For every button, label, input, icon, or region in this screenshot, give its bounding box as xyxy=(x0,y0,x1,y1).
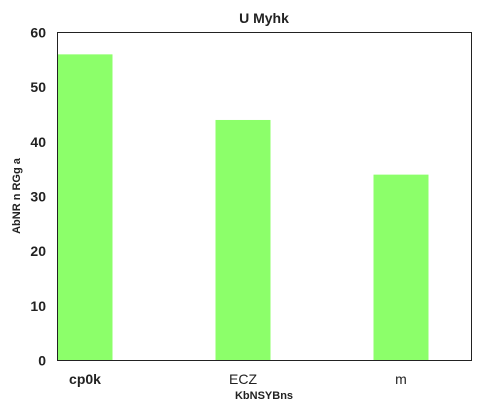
y-tick-label: 60 xyxy=(30,25,46,41)
plot-frame xyxy=(57,32,472,361)
x-tick-label: m xyxy=(395,371,407,387)
y-tick-label: 30 xyxy=(30,189,46,205)
y-tick-label: 20 xyxy=(30,243,46,259)
bar-0 xyxy=(57,54,113,361)
y-axis-label: AbNR n RGg a xyxy=(11,157,23,234)
x-tick-label: ECZ xyxy=(229,371,257,387)
x-axis-label: KbNSYBns xyxy=(235,390,293,402)
bar-2 xyxy=(373,174,429,361)
y-tick-label: 10 xyxy=(30,298,46,314)
y-tick-label: 50 xyxy=(30,79,46,95)
y-tick-label: 40 xyxy=(30,134,46,150)
x-tick-label: cp0k xyxy=(69,371,101,387)
y-tick-label: 0 xyxy=(38,353,46,369)
chart-title: U Myhk xyxy=(239,10,289,26)
bar-1 xyxy=(215,119,271,361)
